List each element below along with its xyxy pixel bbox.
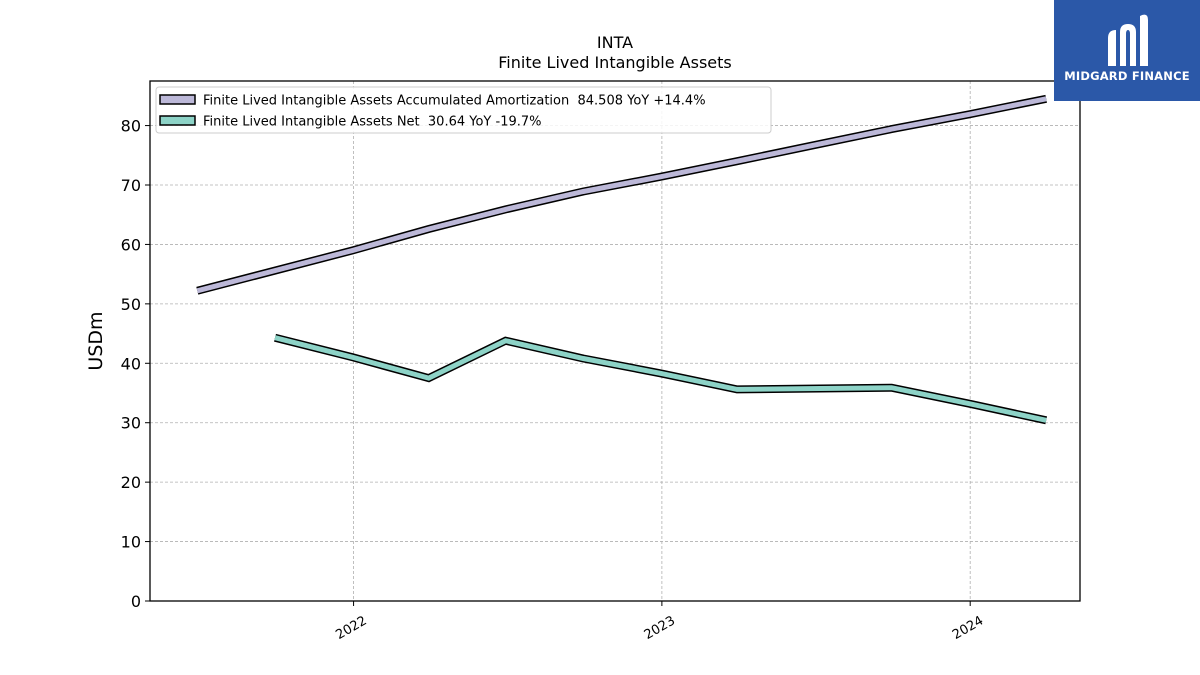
y-tick-label: 30 [121,414,141,433]
data-point [889,385,894,390]
y-tick-label: 50 [121,295,141,314]
data-point [350,248,355,253]
chart-title: INTA [597,33,633,52]
legend-box [155,86,772,134]
y-axis-label: USDm [85,311,107,370]
data-point [735,387,740,392]
data-point [659,371,664,376]
data-point [1044,418,1049,423]
y-tick-label: 40 [121,354,141,373]
data-point [889,127,894,132]
x-tick-label: 2022 [333,613,369,643]
brand-name: MIDGARD FINANCE [1064,69,1190,83]
series-line-0 [196,96,1047,294]
series-line-1 [274,335,1047,423]
y-axis-ticks: 0 10 20 30 40 50 60 70 80 [121,117,150,611]
y-tick-label: 20 [121,473,141,492]
data-point [195,288,200,293]
series-lines [195,94,1049,425]
data-point [659,174,664,179]
data-point [581,356,586,361]
brand-logo: MIDGARD FINANCE [1054,0,1200,101]
legend-label-net: Finite Lived Intangible Assets Net 30.64… [203,115,542,130]
data-point [273,335,278,340]
y-tick-label: 70 [121,176,141,195]
legend-swatch-net [159,115,196,126]
x-axis-ticks: 2022 2023 2024 [333,601,986,643]
data-point [426,376,431,381]
y-tick-label: 60 [121,235,141,254]
x-tick-label: 2024 [950,613,986,643]
data-point [426,226,431,231]
data-point [811,143,816,148]
legend-swatch-amortization [159,94,196,105]
series-outline-1 [274,333,1048,425]
data-point [967,401,972,406]
data-point [503,338,508,343]
data-point [581,189,586,194]
data-point [967,112,972,117]
data-point [735,159,740,164]
plot-frame [149,80,1081,602]
y-tick-label: 0 [131,592,141,611]
chart-subtitle: Finite Lived Intangible Assets [498,53,731,72]
x-tick-label: 2023 [642,613,678,643]
data-point [503,207,508,212]
data-point [350,355,355,360]
y-tick-label: 10 [121,533,141,552]
midgard-logo-icon [1108,14,1148,67]
legend: Finite Lived Intangible Assets Accumulat… [155,86,772,134]
legend-label-amortization: Finite Lived Intangible Assets Accumulat… [203,94,706,109]
y-tick-label: 80 [121,117,141,136]
data-point [1044,96,1049,101]
